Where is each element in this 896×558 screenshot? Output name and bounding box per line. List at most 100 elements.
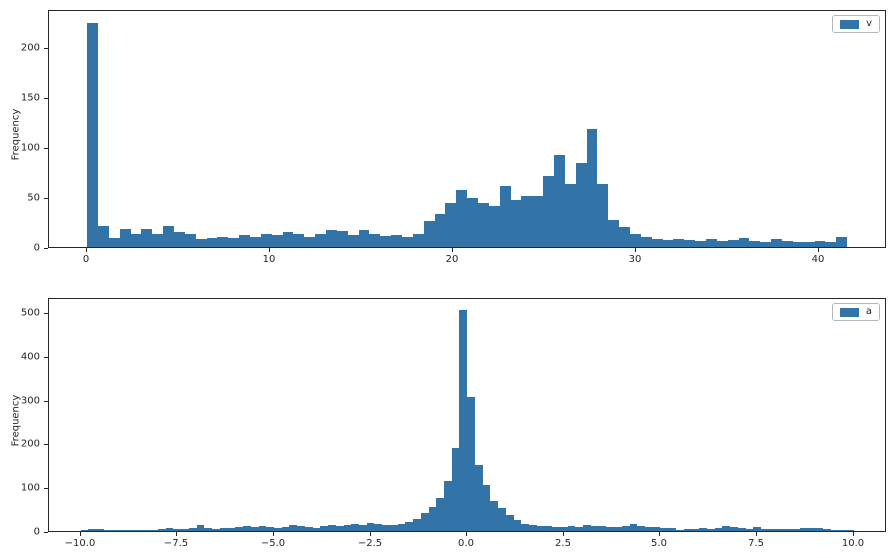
histogram-bar [769, 529, 776, 531]
histogram-bar [109, 238, 120, 247]
histogram-bar [119, 530, 127, 531]
histogram-bar [293, 234, 304, 247]
x-tick-mark [635, 248, 636, 252]
histogram-bar [220, 528, 228, 531]
x-tick-label: 5.0 [651, 538, 667, 549]
histogram-bar [511, 200, 521, 247]
histogram-bar [676, 530, 684, 531]
y-tick-label: 100 [20, 482, 40, 494]
histogram-bar [163, 226, 174, 247]
histogram-bar [261, 234, 272, 247]
histogram-bar [424, 221, 435, 247]
histogram-bar [483, 485, 490, 531]
histogram-bar [413, 234, 424, 247]
histogram-bar [112, 530, 119, 531]
x-tick-mark [273, 532, 274, 536]
y-tick-mark [44, 198, 48, 199]
histogram-bar [98, 226, 109, 247]
x-tick-mark [269, 248, 270, 252]
histogram-bar [760, 242, 771, 247]
x-tick-mark [80, 532, 81, 536]
x-tick-mark [370, 532, 371, 536]
x-tick-mark [466, 532, 467, 536]
histogram-bar [228, 528, 235, 531]
histogram-bar [104, 530, 112, 531]
x-tick-label: 10 [262, 254, 276, 265]
histogram-bar [283, 232, 293, 247]
histogram-bar [189, 528, 197, 531]
histogram-bar [706, 239, 717, 247]
y-axis-label-v: Frequency [10, 108, 22, 161]
histogram-bar [782, 241, 793, 247]
histogram-bar [445, 203, 456, 247]
histogram-bar [576, 163, 587, 247]
x-tick-label: 0 [82, 254, 90, 265]
histogram-bar [478, 203, 489, 247]
histogram-bar [739, 238, 749, 247]
histogram-bar [304, 237, 315, 247]
x-tick-mark [563, 532, 564, 536]
legend-swatch-a [839, 307, 859, 317]
histogram-bar [614, 527, 622, 531]
histogram-bar [120, 229, 131, 247]
histogram-bar [197, 525, 204, 531]
y-tick-label: 300 [20, 395, 40, 407]
histogram-bar [753, 527, 761, 531]
y-tick-label: 0 [33, 526, 40, 538]
histogram-bar [552, 527, 560, 531]
histogram-bar [792, 529, 800, 531]
histogram-bar [630, 524, 637, 531]
histogram-bar [597, 184, 608, 247]
histogram-bar [131, 234, 141, 247]
histogram-bar [467, 198, 478, 247]
histogram-bar [498, 508, 506, 531]
histogram-bar [565, 184, 576, 247]
x-tick-label: 0.0 [458, 538, 474, 549]
x-tick-mark [86, 248, 87, 252]
histogram-bar [673, 239, 684, 247]
histogram-bar [235, 527, 243, 531]
legend-swatch-v [840, 19, 860, 29]
histogram-bar [663, 240, 673, 247]
histogram-bar [250, 237, 261, 247]
histogram-bar [289, 525, 297, 531]
histogram-bar [521, 524, 529, 531]
histogram-bar [606, 527, 614, 531]
histogram-bar [691, 529, 699, 531]
histogram-bar [266, 527, 274, 531]
histogram-bar [185, 234, 196, 247]
histogram-bar [630, 234, 641, 247]
y-tick-label: 200 [20, 438, 40, 450]
legend-label-v: v [866, 18, 872, 29]
x-tick-label: 30 [628, 254, 642, 265]
histogram-bar [722, 526, 730, 531]
histogram-bar [228, 238, 239, 247]
histogram-bar [207, 238, 217, 247]
histogram-bar [81, 530, 88, 531]
histogram-bar [467, 397, 475, 531]
y-tick-mark [44, 248, 48, 249]
histogram-bar [326, 230, 337, 247]
histogram-bar [158, 529, 166, 531]
x-tick-label: 7.5 [748, 538, 764, 549]
histogram-bar [297, 526, 305, 531]
histogram-bar [272, 235, 283, 247]
histogram-bar [204, 528, 212, 531]
x-tick-label: −5.0 [260, 538, 286, 549]
histogram-bar [435, 214, 445, 247]
y-tick-mark [44, 148, 48, 149]
histogram-bar [351, 524, 359, 531]
histogram-bar [135, 530, 143, 531]
histogram-bar [259, 526, 266, 531]
histogram-bar [251, 527, 259, 531]
histogram-bar [560, 527, 568, 531]
histogram-bar [196, 239, 207, 247]
histogram-bar [212, 529, 220, 531]
histogram-bar [380, 236, 391, 247]
histogram-bar [320, 526, 328, 531]
y-tick-mark [44, 98, 48, 99]
histogram-bar [490, 501, 498, 531]
x-tick-mark [659, 532, 660, 536]
histogram-bar [152, 234, 163, 247]
